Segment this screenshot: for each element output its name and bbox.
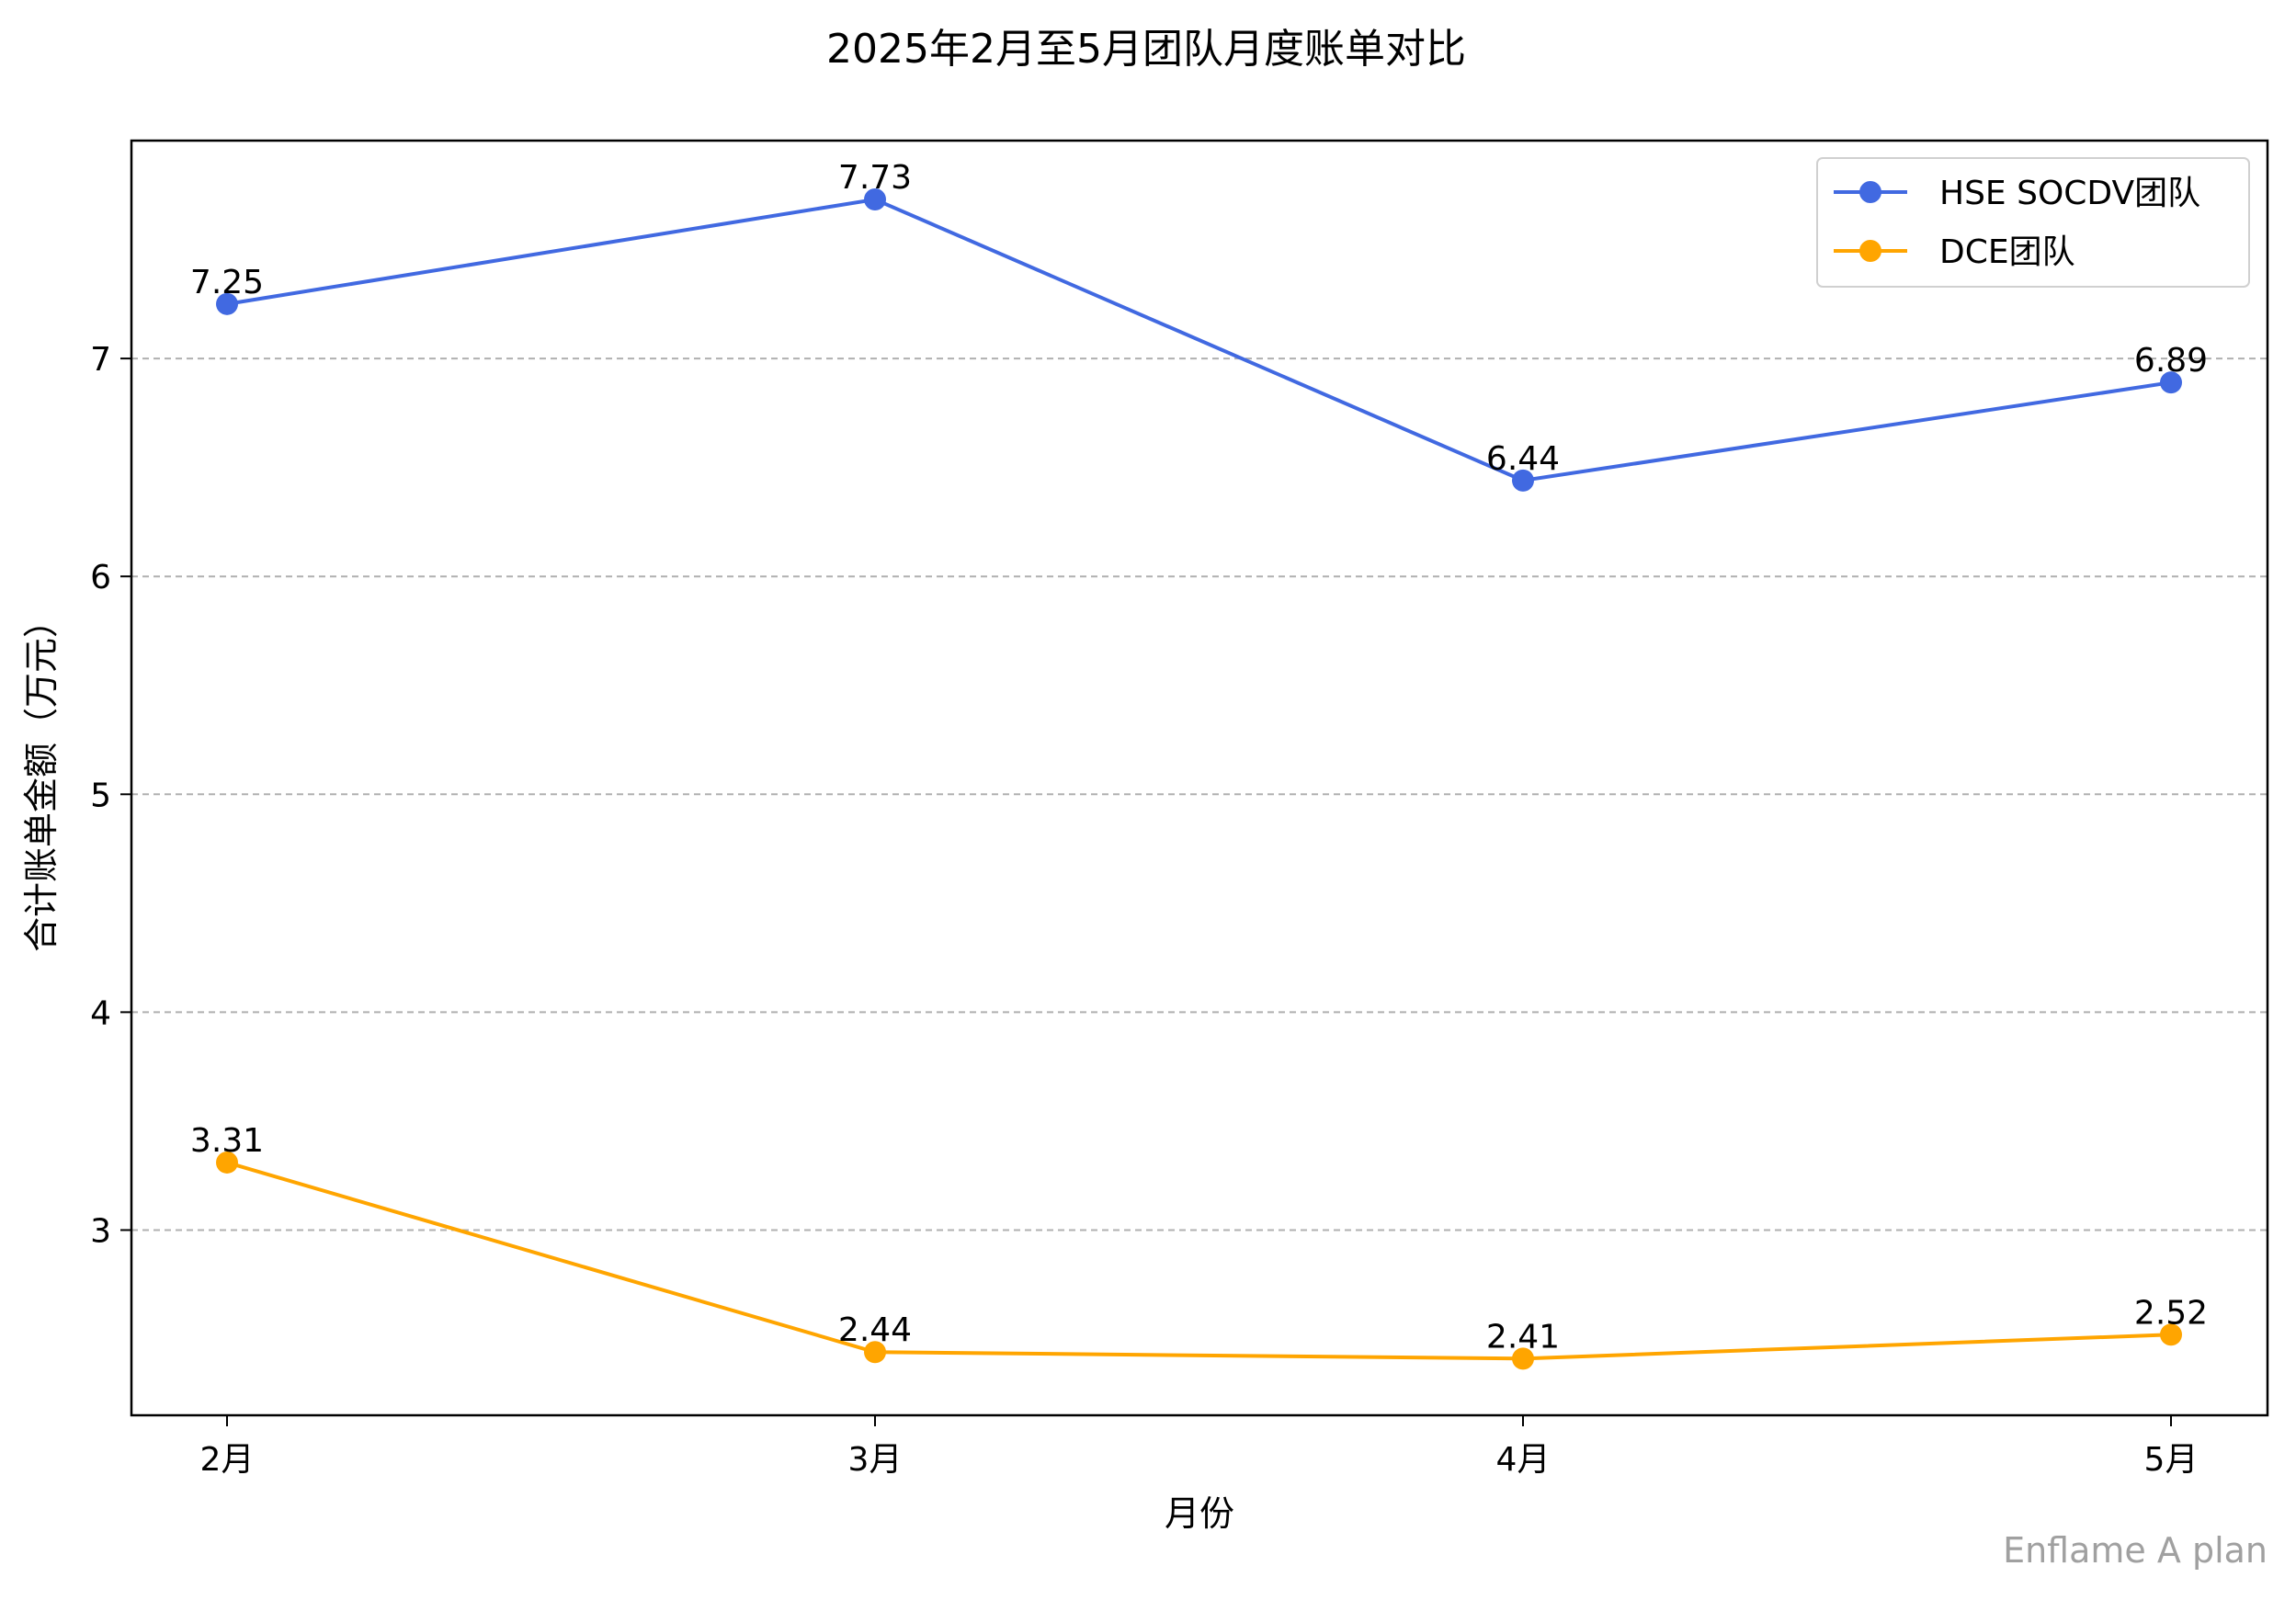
x-axis-ticks: 2月 3月 4月 5月 bbox=[200, 1415, 2199, 1479]
plot-frame bbox=[130, 139, 2269, 1417]
x-axis-label: 月份 bbox=[1165, 1493, 1234, 1534]
y-tick-label-4: 4 bbox=[90, 994, 111, 1032]
legend-label-1: HSE SOCDV团队 bbox=[1939, 175, 2200, 212]
series-1-data-label-4: 6.89 bbox=[2134, 342, 2208, 380]
y-tick-label-7: 7 bbox=[90, 341, 111, 379]
series-2-data-label-3: 2.41 bbox=[1486, 1318, 1560, 1356]
x-tick-label-3: 4月 bbox=[1496, 1441, 1551, 1479]
series-1-data-label-1: 7.25 bbox=[190, 264, 264, 301]
series-2-point-4 bbox=[2160, 1323, 2182, 1346]
legend-box bbox=[1816, 157, 2250, 288]
series-line-2 bbox=[226, 1161, 2172, 1361]
series-2-data-label-2: 2.44 bbox=[838, 1311, 912, 1349]
series-2-data-label-4: 2.52 bbox=[2134, 1294, 2208, 1332]
series-1-point-1 bbox=[216, 292, 238, 315]
series-2-data-label-1: 3.31 bbox=[190, 1122, 264, 1160]
series-group: 7.25 7.73 6.44 6.89 3.31 2.44 2.41 2.52 bbox=[190, 159, 2208, 1370]
y-tick-label-5: 5 bbox=[90, 777, 111, 814]
series-line-1 bbox=[226, 197, 2172, 482]
y-tick-label-6: 6 bbox=[90, 559, 111, 596]
y-tick-label-3: 3 bbox=[90, 1212, 111, 1250]
x-tick-label-1: 2月 bbox=[200, 1441, 255, 1479]
legend-marker-1 bbox=[1859, 181, 1881, 203]
series-2-point-3 bbox=[1512, 1347, 1534, 1370]
footer-note: Enflame A plan bbox=[2003, 1530, 2268, 1571]
series-1-data-label-3: 6.44 bbox=[1486, 440, 1560, 478]
series-1-point-4 bbox=[2160, 371, 2182, 394]
series-1-data-label-2: 7.73 bbox=[838, 159, 912, 197]
series-2-point-2 bbox=[864, 1341, 886, 1364]
series-1-point-3 bbox=[1512, 469, 1534, 492]
series-1-point-2 bbox=[864, 188, 886, 211]
grid-lines bbox=[131, 357, 2268, 1231]
y-axis-label: 合计账单金额（万元） bbox=[21, 603, 62, 952]
legend-label-2: DCE团队 bbox=[1939, 233, 2075, 271]
y-axis-ticks: 3 4 5 6 7 bbox=[90, 341, 131, 1250]
series-2-point-1 bbox=[216, 1151, 238, 1174]
legend: HSE SOCDV团队 DCE团队 bbox=[1816, 157, 2250, 288]
chart-title: 2025年2月至5月团队月度账单对比 bbox=[826, 26, 1466, 73]
x-tick-label-2: 3月 bbox=[848, 1441, 903, 1479]
x-tick-label-4: 5月 bbox=[2144, 1441, 2199, 1479]
legend-marker-2 bbox=[1859, 240, 1881, 262]
